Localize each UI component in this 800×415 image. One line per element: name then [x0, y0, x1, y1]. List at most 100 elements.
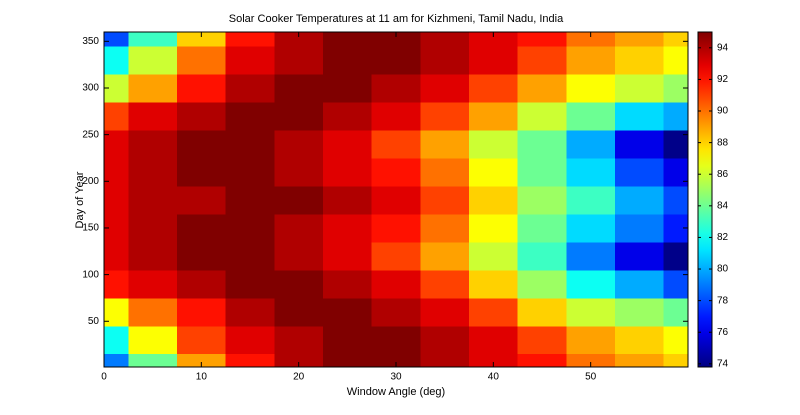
heatmap-cell [323, 353, 373, 368]
y-tick-label: 150 [82, 223, 99, 234]
heatmap-cell [225, 129, 275, 159]
heatmap-cell [566, 297, 616, 327]
heatmap-cell [420, 129, 470, 159]
colorbar-tick-label: 76 [717, 327, 729, 338]
heatmap-cell [517, 353, 567, 368]
colorbar-tick-label: 78 [717, 295, 729, 306]
heatmap-cell [517, 32, 567, 47]
heatmap-cell [615, 213, 665, 243]
colorbar-tick-label: 84 [717, 200, 729, 211]
chart-title: Solar Cooker Temperatures at 11 am for K… [229, 13, 564, 25]
heatmap-cell [517, 297, 567, 327]
heatmap-cell [177, 269, 227, 299]
heatmap-cell [128, 185, 178, 215]
heatmap-cell [615, 353, 665, 368]
heatmap-cell [323, 32, 373, 47]
heatmap-cell [517, 101, 567, 131]
heatmap-cell [128, 32, 178, 47]
heatmap-cell [371, 73, 421, 103]
heatmap-cell [371, 157, 421, 187]
heatmap-cell [420, 353, 470, 368]
heatmap-cell [615, 73, 665, 103]
heatmap-cell [371, 45, 421, 75]
heatmap-cell [225, 73, 275, 103]
heatmap-cell [371, 213, 421, 243]
heatmap-cell [274, 32, 324, 47]
heatmap-cell [128, 45, 178, 75]
heatmap-cell [566, 269, 616, 299]
heatmap-cell [566, 32, 616, 47]
heatmap-cell [225, 241, 275, 271]
heatmap-cell [177, 101, 227, 131]
heatmap-cell [420, 241, 470, 271]
heatmap-cell [104, 32, 129, 47]
heatmap-cell [371, 241, 421, 271]
heatmap-cell [615, 297, 665, 327]
heatmap-cell [104, 325, 129, 355]
heatmap-cell [177, 241, 227, 271]
heatmap-cell [371, 353, 421, 368]
heatmap-cell [420, 32, 470, 47]
heatmap-cell [615, 101, 665, 131]
heatmap-cell [566, 157, 616, 187]
heatmap-cell [371, 32, 421, 47]
heatmap-cell [615, 45, 665, 75]
heatmap-cell [517, 157, 567, 187]
heatmap-cell [663, 157, 689, 187]
heatmap-cell [615, 325, 665, 355]
heatmap-cell [371, 269, 421, 299]
heatmap-cell [274, 73, 324, 103]
heatmap-cell [663, 241, 689, 271]
heatmap-cell [177, 325, 227, 355]
heatmap-cell [128, 129, 178, 159]
heatmap-cell [225, 101, 275, 131]
heatmap-cell [469, 297, 519, 327]
colorbar-tick-label: 94 [717, 42, 729, 53]
heatmap-cell [323, 297, 373, 327]
x-tick-label: 20 [293, 372, 305, 383]
x-tick-label: 40 [488, 372, 500, 383]
heatmap-cell [371, 297, 421, 327]
heatmap-cell [128, 73, 178, 103]
heatmap-cell [225, 185, 275, 215]
colorbar [697, 31, 713, 368]
heatmap-cell [663, 325, 689, 355]
heatmap-cell [469, 157, 519, 187]
heatmap-cell [323, 241, 373, 271]
heatmap-cell [104, 157, 129, 187]
colorbar-tick-label: 88 [717, 137, 729, 148]
heatmap-cell [469, 73, 519, 103]
heatmap-cell [663, 32, 689, 47]
heatmap-cell [566, 353, 616, 368]
heatmap-cell [177, 185, 227, 215]
heatmap-cell [323, 213, 373, 243]
heatmap-cell [469, 129, 519, 159]
heatmap-cell [420, 45, 470, 75]
heatmap-cell [566, 129, 616, 159]
colorbar-tick-label: 80 [717, 264, 729, 275]
heatmap-cell [371, 101, 421, 131]
heatmap-cell [225, 45, 275, 75]
heatmap-cell [104, 45, 129, 75]
heatmap-cell [274, 269, 324, 299]
colorbar-tick-label: 92 [717, 74, 729, 85]
heatmap-cell [615, 32, 665, 47]
heatmap-cell [104, 101, 129, 131]
heatmap-cell [469, 213, 519, 243]
heatmap-cell [469, 101, 519, 131]
heatmap-cell [420, 325, 470, 355]
heatmap-cell [517, 269, 567, 299]
heatmap-cell [323, 269, 373, 299]
heatmap-cell [517, 325, 567, 355]
heatmap-cell [323, 129, 373, 159]
heatmap-cell [274, 157, 324, 187]
heatmap-cell [225, 269, 275, 299]
heatmap-cell [566, 213, 616, 243]
y-tick-label: 300 [82, 83, 99, 94]
heatmap-cell [225, 325, 275, 355]
heatmap-cell [177, 297, 227, 327]
heatmap-cell [274, 353, 324, 368]
heatmap-cell [323, 157, 373, 187]
heatmap-cell [615, 157, 665, 187]
heatmap-cell [323, 325, 373, 355]
